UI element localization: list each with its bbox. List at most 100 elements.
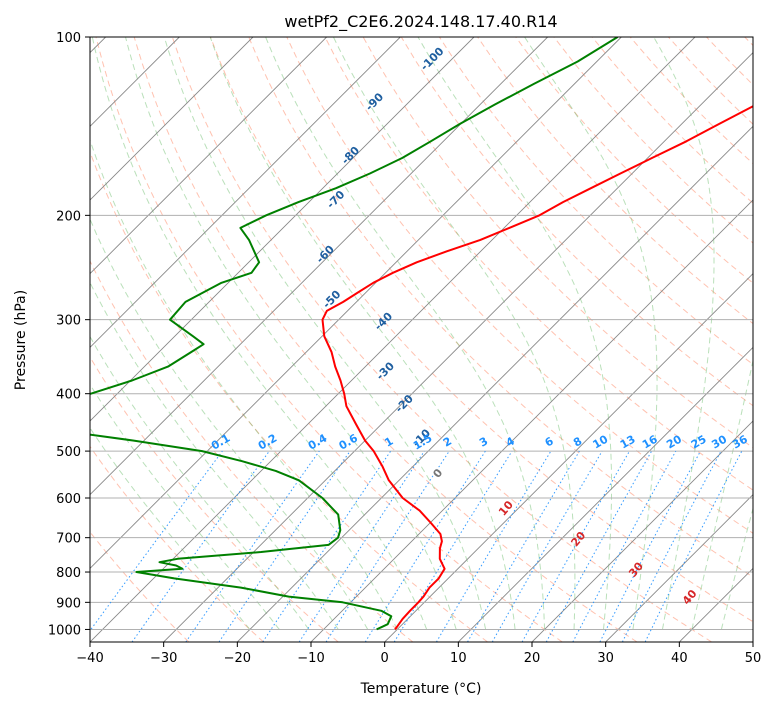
- mixing-ratio-label: 1: [382, 435, 395, 450]
- isotherm-line: [90, 37, 696, 642]
- mixing-ratio-line: [185, 450, 320, 642]
- y-axis-label: Pressure (hPa): [13, 290, 29, 390]
- temperature-line: [321, 105, 753, 631]
- chart-title: wetPf2_C2E6.2024.148.17.40.R14: [284, 12, 557, 32]
- mixing-ratio-line: [521, 450, 630, 642]
- mixing-ratio-label: 0.1: [209, 432, 232, 453]
- moist-adiabat-line: [90, 217, 369, 630]
- mixing-ratio-label: 3: [477, 435, 490, 450]
- mixing-ratio-line: [298, 450, 425, 642]
- isotherm-line: [163, 52, 753, 642]
- y-tick-label: 600: [56, 492, 81, 507]
- isotherm-line: [90, 37, 475, 422]
- x-tick-label: 0: [381, 651, 389, 666]
- y-tick-label: 1000: [48, 623, 81, 638]
- isotherm-line: [458, 346, 753, 642]
- moist-adiabat-line: [524, 37, 658, 630]
- isotherm-line: [310, 199, 753, 642]
- mixing-ratio-label: 16: [640, 432, 660, 451]
- moist-adiabat-label: 40: [680, 587, 700, 607]
- isotherm-line: [679, 567, 753, 642]
- dry-adiabat-line: [95, 37, 563, 642]
- mixing-ratio-line: [545, 450, 653, 642]
- moist-adiabat-line: [417, 37, 612, 630]
- y-tick-label: 200: [56, 209, 81, 224]
- mixing-ratio-line: [90, 450, 223, 632]
- dry-adiabat-line: [744, 37, 753, 47]
- y-axis-ticks: 100 200 300 400 500 600 700 800 900 1000: [48, 31, 90, 638]
- mixing-ratio-line: [599, 450, 701, 642]
- moist-adiabat-line: [90, 281, 339, 630]
- mixing-ratio-label: 8: [571, 435, 584, 450]
- dry-adiabat-line: [210, 37, 753, 623]
- x-tick-label: 10: [450, 651, 467, 666]
- moist-adiabat-line: [163, 37, 487, 630]
- mixing-ratio-line: [325, 450, 450, 642]
- moist-adiabat-line: [90, 138, 398, 630]
- dry-adiabat-line: [133, 37, 638, 642]
- moist-adiabat-line: [90, 427, 251, 630]
- mixing-ratio-label: 6: [543, 434, 556, 449]
- moist-adiabat-line: [209, 37, 516, 630]
- y-tick-label: 400: [56, 388, 81, 403]
- dry-adiabat-label: -30: [374, 359, 397, 382]
- mixing-ratio-label: 30: [709, 432, 729, 451]
- isotherm-line: [384, 273, 753, 642]
- y-tick-label: 900: [56, 596, 81, 611]
- dry-adiabat-line: [248, 37, 753, 578]
- y-tick-label: 700: [56, 532, 81, 547]
- dry-adiabat-line: [286, 37, 753, 534]
- profile-series: [90, 37, 753, 631]
- x-tick-label: 20: [524, 651, 541, 666]
- moist-adiabat-line: [125, 37, 457, 630]
- y-tick-label: 500: [56, 445, 81, 460]
- isotherm-line: [605, 494, 753, 642]
- background-lines: [90, 37, 753, 642]
- dry-adiabat-line: [90, 356, 339, 642]
- isotherm-line: [531, 420, 753, 642]
- mixing-ratio-line: [364, 450, 486, 642]
- x-axis-ticks: −40 −30 −20 −10 0 10 20 30 40 50: [76, 642, 761, 666]
- y-tick-label: 300: [56, 314, 81, 329]
- y-tick-label: 800: [56, 566, 81, 581]
- isotherm-line: [90, 37, 254, 201]
- mixing-ratio-line: [644, 450, 743, 642]
- dry-adiabat-line: [90, 445, 264, 642]
- mixing-ratio-label: 10: [591, 432, 611, 451]
- isotherm-line: [237, 125, 753, 642]
- mixing-ratio-line: [131, 450, 270, 642]
- dry-adiabat-line: [477, 37, 753, 325]
- mixing-ratio-line: [262, 450, 392, 642]
- moist-adiabat-line: [653, 37, 715, 630]
- plot-area: -100-90-80-70-60-50-40-30-20-100.1 0.2 0.4…: [90, 37, 753, 642]
- mixing-ratio-label: 13: [618, 433, 638, 452]
- mixing-ratio-line: [218, 450, 351, 642]
- x-tick-label: 30: [597, 651, 614, 666]
- x-tick-label: −20: [224, 651, 251, 666]
- mixing-ratio-line: [435, 450, 552, 642]
- dry-adiabat-line: [90, 259, 414, 642]
- isotherm-line: [90, 37, 622, 569]
- dry-adiabat-line: [706, 37, 753, 86]
- dry-adiabat-line: [324, 37, 753, 491]
- dry-adiabat-line: [591, 37, 753, 204]
- moist-adiabat-line: [265, 37, 546, 630]
- dry-adiabat-label: -20: [393, 392, 416, 415]
- mixing-ratio-label: 25: [689, 433, 709, 452]
- isotherm-line: [90, 37, 548, 496]
- mixing-ratio-label: 0.2: [256, 432, 279, 453]
- moist-adiabat-label: 20: [569, 529, 589, 549]
- moist-adiabat-label: 30: [626, 559, 646, 579]
- isotherm-line: [90, 37, 401, 348]
- x-tick-label: −30: [150, 651, 177, 666]
- dry-adiabat-line: [515, 37, 753, 284]
- x-axis-label: Temperature (°C): [360, 681, 482, 697]
- moist-adiabat-line: [720, 506, 753, 630]
- mixing-ratio-line: [393, 450, 513, 642]
- dry-adiabat-label: -80: [339, 144, 362, 167]
- moist-adiabat-line: [91, 37, 428, 630]
- dry-adiabat-line: [668, 37, 753, 125]
- x-tick-label: 40: [671, 651, 688, 666]
- dry-adiabat-line: [171, 37, 712, 642]
- mixing-ratio-label: 0.4: [306, 431, 330, 452]
